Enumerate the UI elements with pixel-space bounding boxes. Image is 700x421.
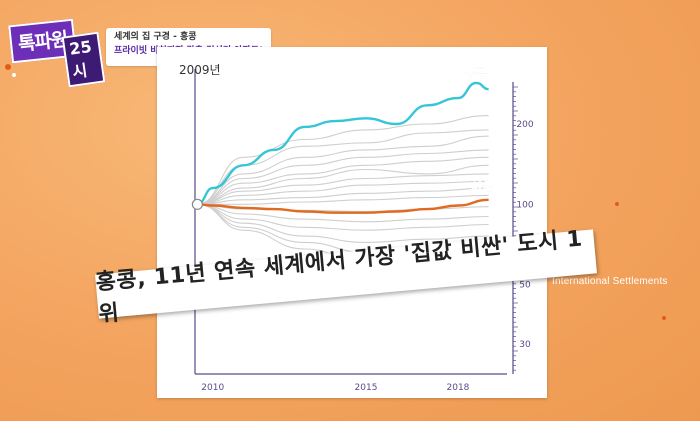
decor-dot	[12, 73, 16, 77]
city-line-8	[197, 173, 489, 205]
decor-dot	[615, 202, 619, 206]
seoul-series-label: 서울	[470, 180, 494, 196]
decor-dot	[5, 64, 11, 70]
house-price-chart: 2010 2015 2018 30 50 100 200 2009년 홍콩 서울	[179, 63, 534, 393]
city-line-7	[197, 164, 489, 205]
city-line-5	[197, 149, 489, 205]
hongkong-series-label: 홍콩	[464, 65, 488, 81]
y-tick-label: 30	[519, 340, 531, 350]
seoul-line	[197, 198, 489, 214]
origin-point	[191, 198, 203, 210]
city-line-9	[197, 180, 489, 205]
source-credit: International Settlements	[552, 276, 668, 287]
city-line-6	[197, 156, 489, 205]
decor-dot	[662, 316, 666, 320]
chart-panel: 2010 2015 2018 30 50 100 200 2009년 홍콩 서울	[157, 47, 547, 398]
logo-sub-text: 25시	[61, 31, 106, 88]
caption-line-1: 세계의 집 구경 - 홍콩	[114, 32, 197, 42]
hongkong-line	[197, 81, 489, 206]
city-line-13	[197, 203, 489, 223]
city-line-10	[197, 187, 489, 205]
y-tick-label: 100	[516, 200, 533, 210]
x-tick-label: 2010	[201, 383, 224, 393]
city-line-3	[197, 129, 489, 205]
y-tick-label: 50	[519, 281, 531, 291]
city-line-15	[197, 203, 489, 243]
y-tick-label: 200	[516, 120, 533, 130]
x-tick-label: 2015	[355, 383, 378, 393]
x-tick-label: 2018	[447, 383, 470, 393]
city-line-11	[197, 194, 489, 205]
program-logo: 톡파원 25시	[8, 18, 106, 88]
city-line-4	[197, 135, 489, 205]
city-line-2	[197, 115, 489, 205]
chart-title: 2009년	[179, 63, 221, 77]
city-line-14	[197, 203, 489, 231]
